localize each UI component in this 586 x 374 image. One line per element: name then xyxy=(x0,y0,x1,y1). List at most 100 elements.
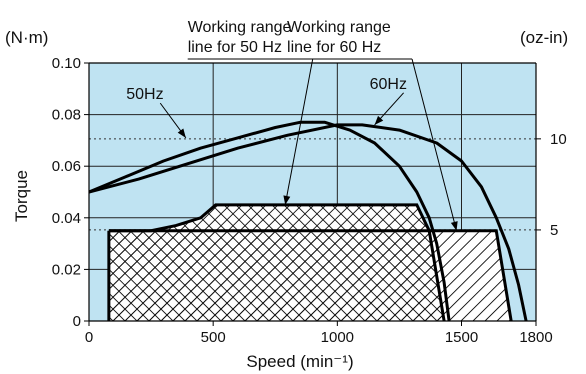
y-tick-label: 0.10 xyxy=(52,55,81,72)
hatch-line xyxy=(184,204,445,321)
y-axis-label: Torque xyxy=(12,170,31,222)
hatch-line xyxy=(148,204,410,321)
hatch-line xyxy=(108,204,366,321)
hatch-line xyxy=(280,204,445,321)
hatch-line xyxy=(581,63,586,321)
y-unit-left: (N·m) xyxy=(5,28,48,47)
hatch-line xyxy=(108,204,246,321)
hatch-line xyxy=(172,204,434,321)
hatch-line xyxy=(316,204,445,321)
hatch-line xyxy=(388,204,445,321)
hatch-line xyxy=(108,204,318,321)
hatch-layer xyxy=(0,63,586,321)
x-tick-label: 1800 xyxy=(519,329,552,346)
hatch-line xyxy=(545,63,586,321)
annotations-layer: 50Hz 60Hz Working range line for 50 HzWorki… xyxy=(126,19,458,231)
hatch-line xyxy=(569,63,586,321)
working-range-outlines xyxy=(107,203,513,322)
hatch-line xyxy=(424,230,512,321)
working-range-60hz-outline xyxy=(108,229,513,322)
hatch-line xyxy=(108,204,362,321)
secondary-tick-label: 5 xyxy=(550,222,558,239)
hatch-line xyxy=(292,204,445,321)
hatch-line xyxy=(140,204,402,321)
hatch-line xyxy=(124,204,386,321)
hatch-line xyxy=(268,204,445,321)
annotation-label: 60Hz xyxy=(370,76,407,93)
y-tick-label: 0.06 xyxy=(52,158,81,175)
hatch-line xyxy=(136,204,398,321)
hatch-50hz xyxy=(0,63,586,321)
hatch-line xyxy=(208,204,445,321)
hatch-line xyxy=(212,204,445,321)
series-line xyxy=(88,123,528,322)
y-tick-label: 0.02 xyxy=(52,261,81,278)
annotation-leader xyxy=(411,58,458,231)
hatch-line xyxy=(196,204,445,321)
hatch-line xyxy=(561,63,586,321)
hatch-line xyxy=(108,204,282,321)
hatch-line xyxy=(108,204,342,321)
x-tick-label: 1000 xyxy=(321,329,354,346)
hatch-line xyxy=(244,204,445,321)
y-tick-label: 0.08 xyxy=(52,107,81,124)
x-tick-label: 1500 xyxy=(445,329,478,346)
hatch-line xyxy=(364,204,445,321)
hatch-line xyxy=(256,204,445,321)
annotation-label: Working range line for 50 Hz xyxy=(188,19,292,56)
annotation-label: Working range line for 60 Hz xyxy=(287,19,391,56)
working-range-50hz-outline xyxy=(108,203,446,322)
annotation-leader xyxy=(284,58,314,205)
hatch-line xyxy=(108,204,350,321)
hatch-line xyxy=(340,204,445,321)
hatch-line xyxy=(108,204,162,321)
hatch-line xyxy=(573,63,586,321)
hatch-line xyxy=(108,204,198,321)
hatch-line xyxy=(108,204,222,321)
hatch-line xyxy=(116,204,378,321)
hatch-line xyxy=(108,204,234,321)
y-tick-label: 0.04 xyxy=(52,210,81,227)
hatch-line xyxy=(200,204,445,321)
annotation-label: 50Hz xyxy=(126,86,163,103)
hatch-line xyxy=(108,204,174,321)
hatch-line xyxy=(304,204,445,321)
hatch-line xyxy=(108,204,306,321)
hatch-line xyxy=(108,204,270,321)
hatch-line xyxy=(549,63,586,321)
hatch-line xyxy=(0,63,73,321)
hatch-line xyxy=(108,204,338,321)
x-axis-label: Speed (min⁻¹) xyxy=(246,352,353,371)
series-layer xyxy=(88,120,528,322)
secondary-tick-label: 10 xyxy=(550,131,567,148)
annotation-arrowhead xyxy=(177,128,186,138)
hatch-line xyxy=(108,204,330,321)
hatch-line xyxy=(152,204,414,321)
hatch-line xyxy=(557,63,586,321)
axes-layer: 0 500 1000 1500 1800 0 0.02 0.04 0.06 0.08 0.10 5 10 xyxy=(52,55,567,346)
hatch-line xyxy=(533,63,586,321)
hatch-line xyxy=(108,204,258,321)
x-tick-label: 0 xyxy=(85,329,93,346)
hatch-line xyxy=(537,63,586,321)
hatch-line xyxy=(352,204,445,321)
hatch-line xyxy=(0,63,5,321)
hatch-line xyxy=(176,204,438,321)
hatch-line xyxy=(557,63,586,321)
annotation-arrowhead xyxy=(450,221,458,231)
hatch-line xyxy=(220,204,445,321)
hatch-line xyxy=(112,204,374,321)
hatch-line xyxy=(328,204,445,321)
hatch-line xyxy=(108,204,354,321)
hatch-line xyxy=(0,63,73,321)
hatch-line xyxy=(533,63,586,321)
hatch-line xyxy=(108,204,294,321)
hatch-line xyxy=(581,63,586,321)
hatch-line xyxy=(128,204,390,321)
y-tick-label: 0 xyxy=(73,313,81,330)
hatch-line xyxy=(164,204,426,321)
hatch-line xyxy=(569,63,586,321)
annotation-arrowhead xyxy=(374,115,384,125)
hatch-line xyxy=(108,204,186,321)
hatch-line xyxy=(412,230,512,321)
